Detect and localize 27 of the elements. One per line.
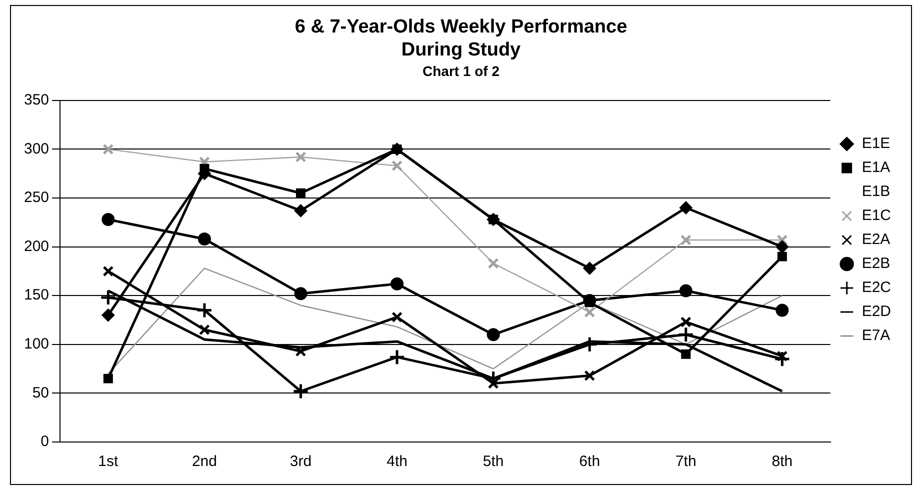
x-tick-label: 6th [579,453,600,470]
legend-label: E1E [862,135,890,152]
y-tick-label: 250 [24,189,50,206]
legend-label: E7A [862,327,890,344]
legend-label: E2D [862,303,892,320]
legend-label: E1A [862,159,890,176]
y-tick-label: 100 [24,336,50,353]
chart-title: 6 & 7-Year-Olds Weekly Performance During Study [294,16,628,60]
y-tick-label: 350 [24,92,50,109]
legend-label: E1C [862,207,892,224]
y-tick-label: 300 [24,140,50,158]
x-tick-label: 5th [482,453,504,470]
x-tick-label: 7th [675,453,696,470]
x-tick-label: 8th [772,453,793,470]
y-tick-label: 150 [24,286,50,304]
x-tick-label: 1st [98,453,120,470]
x-tick-label: 3rd [290,453,312,470]
y-tick-label: 0 [40,433,50,450]
legend-label: E2C [862,279,892,296]
y-tick-label: 200 [24,238,50,255]
legend-label: E2A [862,231,890,248]
y-tick-label: 50 [32,384,50,402]
chart-subtitle: Chart 1 of 2 [422,62,500,79]
text: E1B [862,183,890,200]
x-tick-label: 4th [386,453,408,470]
x-tick-label: 2nd [192,453,217,470]
legend-label: E2B [862,255,890,272]
